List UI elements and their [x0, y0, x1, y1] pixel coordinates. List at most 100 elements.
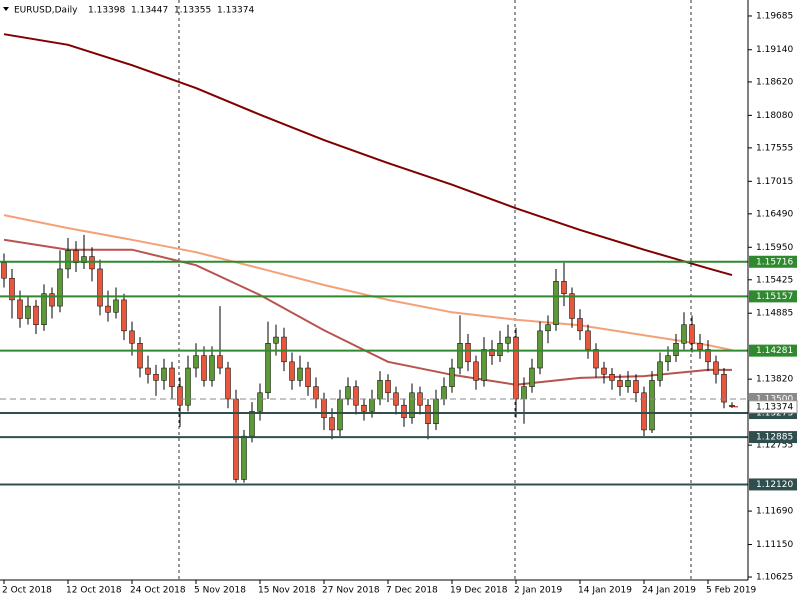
level-label-box — [749, 431, 797, 444]
level-label: 1.13500 — [756, 394, 793, 404]
candle-body — [297, 367, 303, 381]
y-tick-label: 1.17015 — [756, 177, 793, 187]
x-tick-label: 7 Dec 2018 — [386, 586, 438, 596]
candle-body — [721, 373, 727, 403]
candle-body — [625, 380, 631, 387]
y-tick-label: 1.16490 — [756, 209, 793, 219]
candle-body — [689, 324, 695, 344]
candle-body — [137, 343, 143, 369]
y-tick-label: 1.15950 — [756, 243, 793, 253]
candle-body — [441, 386, 447, 400]
candle-body — [537, 330, 543, 369]
candle-body — [313, 386, 319, 400]
level-label: 1.15157 — [756, 292, 793, 302]
candle-body — [193, 355, 199, 369]
candle-body — [521, 386, 527, 400]
level-label-box — [749, 290, 797, 303]
symbol: EURUSD,Daily — [14, 6, 78, 16]
x-tick-label: 19 Dec 2018 — [450, 586, 508, 596]
candle-body — [665, 355, 671, 363]
candle-body — [49, 293, 55, 307]
candle-body — [617, 380, 623, 387]
level-label-box — [749, 255, 797, 268]
candle-body — [353, 386, 359, 406]
candle-body — [121, 299, 127, 332]
candle-body — [641, 392, 647, 431]
level-label-box — [749, 478, 797, 491]
level-label: 1.13273 — [756, 409, 793, 419]
candle-body — [257, 392, 263, 412]
x-tick-label: 5 Feb 2019 — [706, 586, 757, 596]
candle-body — [601, 367, 607, 375]
candle-body — [705, 349, 711, 363]
candle-body — [633, 380, 639, 394]
candle-body — [153, 373, 159, 381]
candle-body — [17, 299, 23, 319]
candle-body — [697, 343, 703, 350]
high-value: 1.13447 — [131, 6, 168, 16]
y-tick-label: 1.13820 — [756, 375, 793, 385]
candle-body — [649, 380, 655, 431]
candle-body — [249, 411, 255, 437]
x-tick-label: 15 Nov 2018 — [258, 586, 316, 596]
candle-body — [9, 277, 15, 301]
candle-body — [577, 318, 583, 332]
candle-body — [57, 268, 63, 307]
candle-body — [233, 398, 239, 480]
close-value: 1.13374 — [217, 6, 254, 16]
candle-body — [241, 435, 247, 480]
y-tick-label: 1.19685 — [756, 11, 793, 21]
candle-body — [329, 417, 335, 431]
low-value: 1.13355 — [174, 6, 211, 16]
candle-body — [729, 405, 735, 408]
candle-body — [497, 343, 503, 356]
candle-body — [41, 293, 47, 325]
candle-body — [169, 367, 175, 387]
candle-body — [177, 386, 183, 406]
x-tick-label: 2 Oct 2018 — [2, 586, 52, 596]
candle-body — [409, 392, 415, 418]
candle-body — [593, 349, 599, 369]
candle-body — [113, 299, 119, 313]
x-tick-label: 12 Oct 2018 — [66, 586, 122, 596]
candle-body — [377, 380, 383, 400]
y-tick-label: 1.11690 — [756, 507, 793, 517]
moving-average — [3, 238, 732, 386]
candle-body — [673, 343, 679, 356]
moving-average — [3, 33, 733, 277]
y-tick-label: 1.18080 — [756, 111, 793, 121]
x-tick-label: 2 Jan 2019 — [514, 586, 562, 596]
candle-body — [129, 330, 135, 344]
candle-body — [97, 268, 103, 307]
moving-average — [3, 214, 733, 352]
candle-body — [457, 343, 463, 369]
current-price-box — [748, 400, 798, 414]
candle-body — [489, 349, 495, 356]
level-label: 1.12885 — [756, 433, 793, 443]
candle-body — [425, 404, 431, 425]
candle-body — [361, 404, 367, 412]
current-price-label: 1.13374 — [756, 402, 793, 412]
candle-body — [1, 262, 7, 279]
candle-body — [449, 367, 455, 387]
candle-body — [345, 386, 351, 400]
candle-body — [433, 398, 439, 425]
candle-body — [33, 305, 39, 325]
candle-body — [289, 361, 295, 381]
candle-body — [681, 324, 687, 344]
y-tick-label: 1.11150 — [756, 540, 793, 550]
candle-body — [529, 367, 535, 387]
x-tick-label: 27 Nov 2018 — [322, 586, 380, 596]
level-label-box — [749, 344, 797, 357]
candle-body — [657, 361, 663, 381]
candle-body — [273, 336, 279, 344]
candle-body — [281, 336, 287, 363]
candle-body — [265, 343, 271, 394]
candle-body — [561, 281, 567, 294]
x-tick-label: 24 Oct 2018 — [130, 586, 186, 596]
y-tick-label: 1.18620 — [756, 77, 793, 87]
open-value: 1.13398 — [88, 6, 125, 16]
